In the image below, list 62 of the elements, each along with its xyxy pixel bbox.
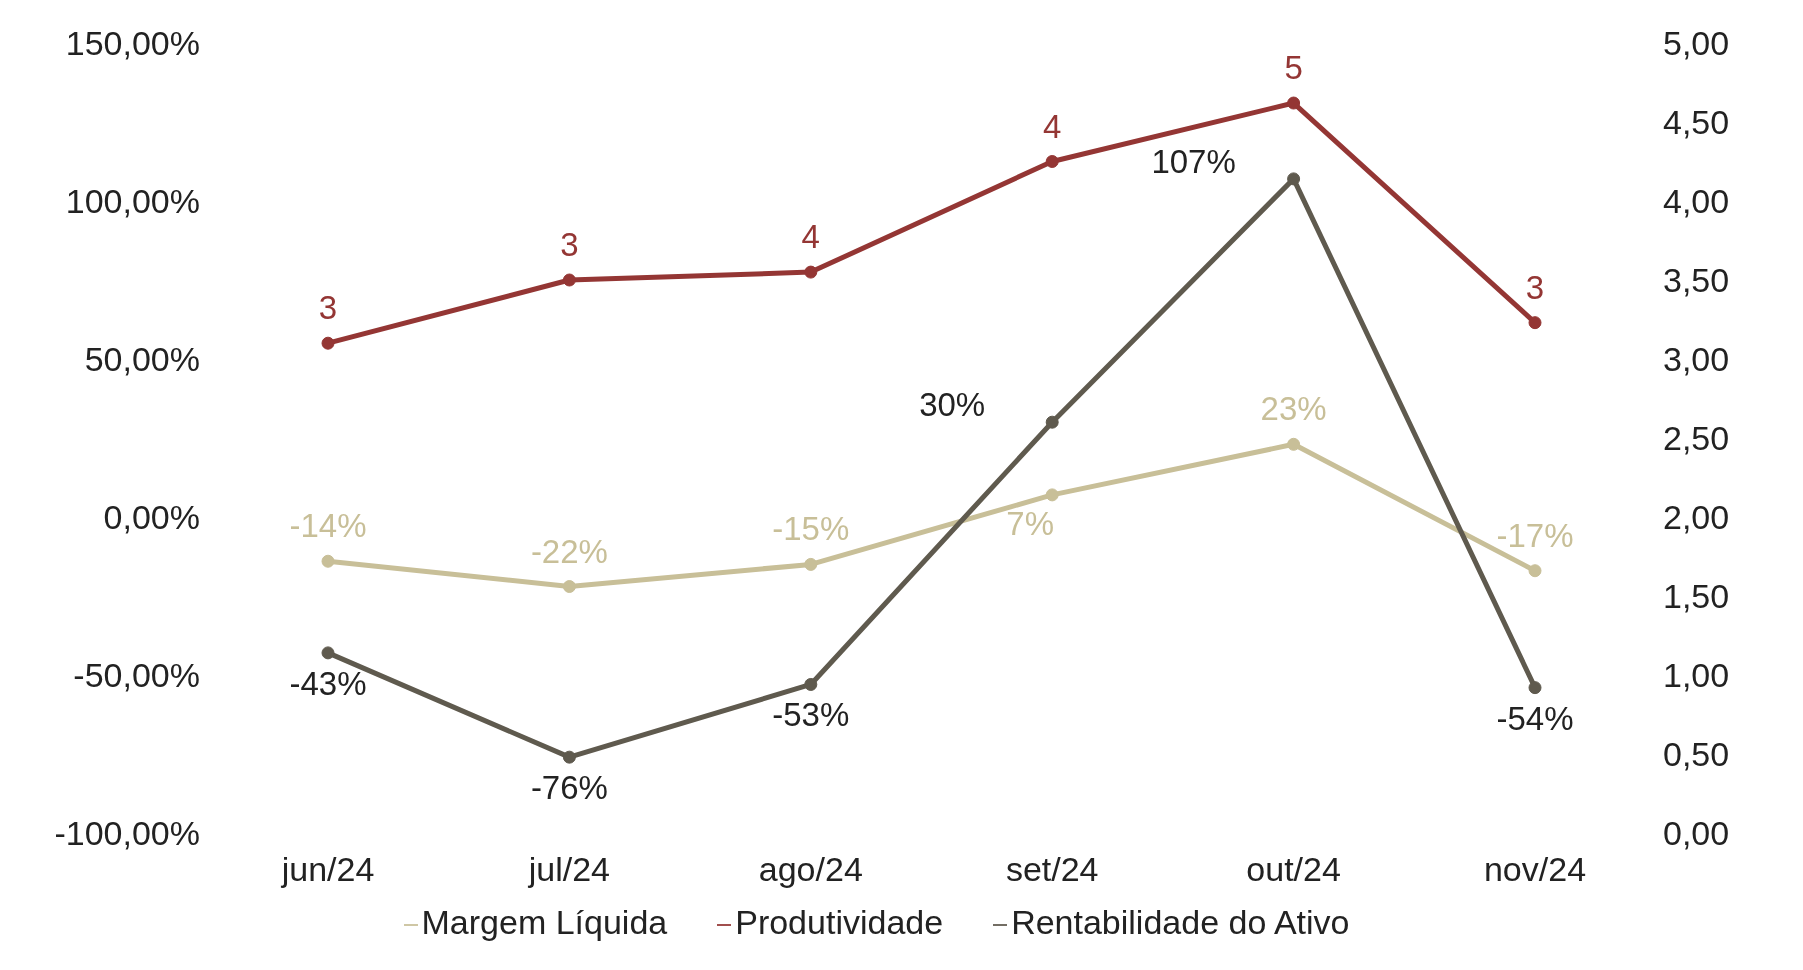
data-label: -17%	[1496, 516, 1574, 554]
y-tick-label: 100,00%	[65, 182, 200, 221]
point	[321, 336, 335, 350]
legend-label: Produtividade	[735, 903, 944, 941]
legend-label: Rentabilidade do Ativo	[1011, 903, 1350, 941]
x-tick-label: out/24	[1246, 850, 1341, 889]
point	[1045, 488, 1059, 502]
data-label: -14%	[289, 507, 367, 545]
point	[1528, 564, 1542, 578]
data-label: 23%	[1260, 390, 1327, 428]
data-label: -15%	[772, 510, 850, 548]
point	[1045, 415, 1059, 429]
legend-label: Margem Líquida	[421, 903, 668, 941]
data-label: -22%	[530, 532, 608, 570]
y2-tick-label: 2,00	[1663, 498, 1730, 537]
y2-tick-label: 4,00	[1663, 182, 1730, 221]
y-tick-label: -50,00%	[73, 656, 200, 695]
x-tick-label: nov/24	[1483, 850, 1587, 889]
x-tick-label: jul/24	[527, 850, 611, 889]
point	[562, 273, 576, 287]
data-label: 7%	[1006, 504, 1055, 542]
y2-tick-label: 1,00	[1663, 656, 1730, 695]
y-tick-label: 0,00%	[103, 498, 200, 537]
y2-tick-label: 0,50	[1663, 735, 1730, 774]
point	[562, 580, 576, 594]
point	[1528, 681, 1542, 695]
y-tick-label: 150,00%	[65, 24, 200, 63]
x-tick-label: jun/24	[280, 850, 375, 889]
point	[1287, 172, 1301, 186]
x-tick-label: set/24	[1005, 850, 1099, 889]
y2-tick-label: 3,50	[1663, 261, 1730, 300]
data-label: 107%	[1151, 142, 1236, 180]
point	[804, 677, 818, 691]
point	[321, 646, 335, 660]
y2-tick-label: 2,50	[1663, 419, 1730, 458]
point	[562, 750, 576, 764]
y2-tick-label: 5,00	[1663, 24, 1730, 63]
data-label: 4	[1043, 107, 1062, 145]
data-label: -43%	[289, 664, 367, 702]
point	[804, 265, 818, 279]
point	[1287, 437, 1301, 451]
data-label: -76%	[530, 769, 608, 807]
x-tick-label: ago/24	[758, 850, 863, 889]
y2-tick-label: 0,00	[1663, 814, 1730, 853]
point	[321, 554, 335, 568]
data-label: 3	[1525, 268, 1545, 306]
data-label: -53%	[772, 696, 850, 734]
y2-tick-label: 1,50	[1663, 577, 1730, 616]
data-label: 30%	[919, 386, 986, 424]
y2-tick-label: 3,00	[1663, 340, 1730, 379]
data-label: 3	[318, 289, 338, 327]
data-label: 3	[560, 226, 579, 263]
point	[1287, 96, 1301, 110]
data-label: 5	[1284, 49, 1303, 87]
data-label: -54%	[1496, 699, 1574, 737]
data-label: 4	[801, 218, 820, 256]
point	[804, 557, 818, 571]
y-tick-label: 50,00%	[84, 340, 200, 379]
point	[1528, 316, 1542, 330]
point	[1045, 155, 1059, 168]
y2-tick-label: 4,50	[1663, 103, 1730, 142]
y-tick-label: -100,00%	[54, 814, 200, 853]
